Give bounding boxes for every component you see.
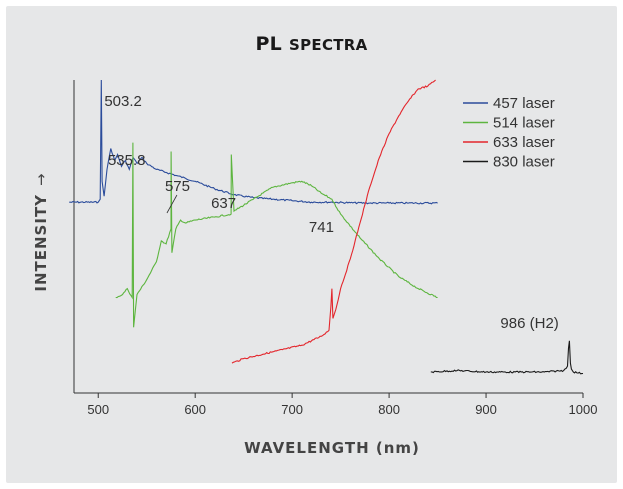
annotation-label: 503.2: [104, 93, 142, 110]
x-tick-label: 800: [378, 402, 400, 417]
y-axis-label: INTENSITY →: [32, 172, 50, 291]
chart-title-main: PL: [255, 33, 283, 55]
x-tick-label: 700: [281, 402, 303, 417]
chart-title: PL Spectra: [0, 33, 623, 55]
series-line-830-laser: [430, 340, 584, 375]
series-lines: [69, 79, 584, 375]
chart-title-rest: Spectra: [289, 36, 368, 54]
x-tick-label: 500: [87, 402, 109, 417]
x-tick-label: 1000: [569, 402, 598, 417]
legend-label: 830 laser: [493, 154, 555, 171]
x-tick-label: 900: [475, 402, 497, 417]
annotations: 503.2 535.8 575 637 741 986 (H2): [104, 93, 558, 332]
legend: 457 laser 514 laser 633 laser 830 laser: [463, 95, 555, 171]
annotation-label: 575: [165, 178, 190, 195]
annotation-leader: [166, 194, 178, 214]
chart-panel: [6, 6, 617, 483]
legend-label: 514 laser: [493, 115, 555, 132]
x-tick-label: 600: [184, 402, 206, 417]
y-axis-arrow: →: [32, 172, 50, 186]
y-axis-label-text: INTENSITY: [32, 194, 50, 292]
y-axis-label-group: INTENSITY →: [32, 172, 50, 291]
annotation-label: 637: [211, 195, 236, 212]
annotation-label: 535.8: [108, 152, 146, 169]
axes: 500 600 700 800 900 1000: [73, 80, 598, 417]
legend-label: 633 laser: [493, 134, 555, 151]
x-axis-label: WAVELENGTH (nm): [244, 439, 420, 457]
series-line-633-laser: [231, 79, 436, 364]
legend-label: 457 laser: [493, 95, 555, 112]
series-line-514-laser: [115, 142, 438, 328]
annotation-label: 741: [309, 219, 334, 236]
annotation-label: 986 (H2): [500, 315, 558, 332]
